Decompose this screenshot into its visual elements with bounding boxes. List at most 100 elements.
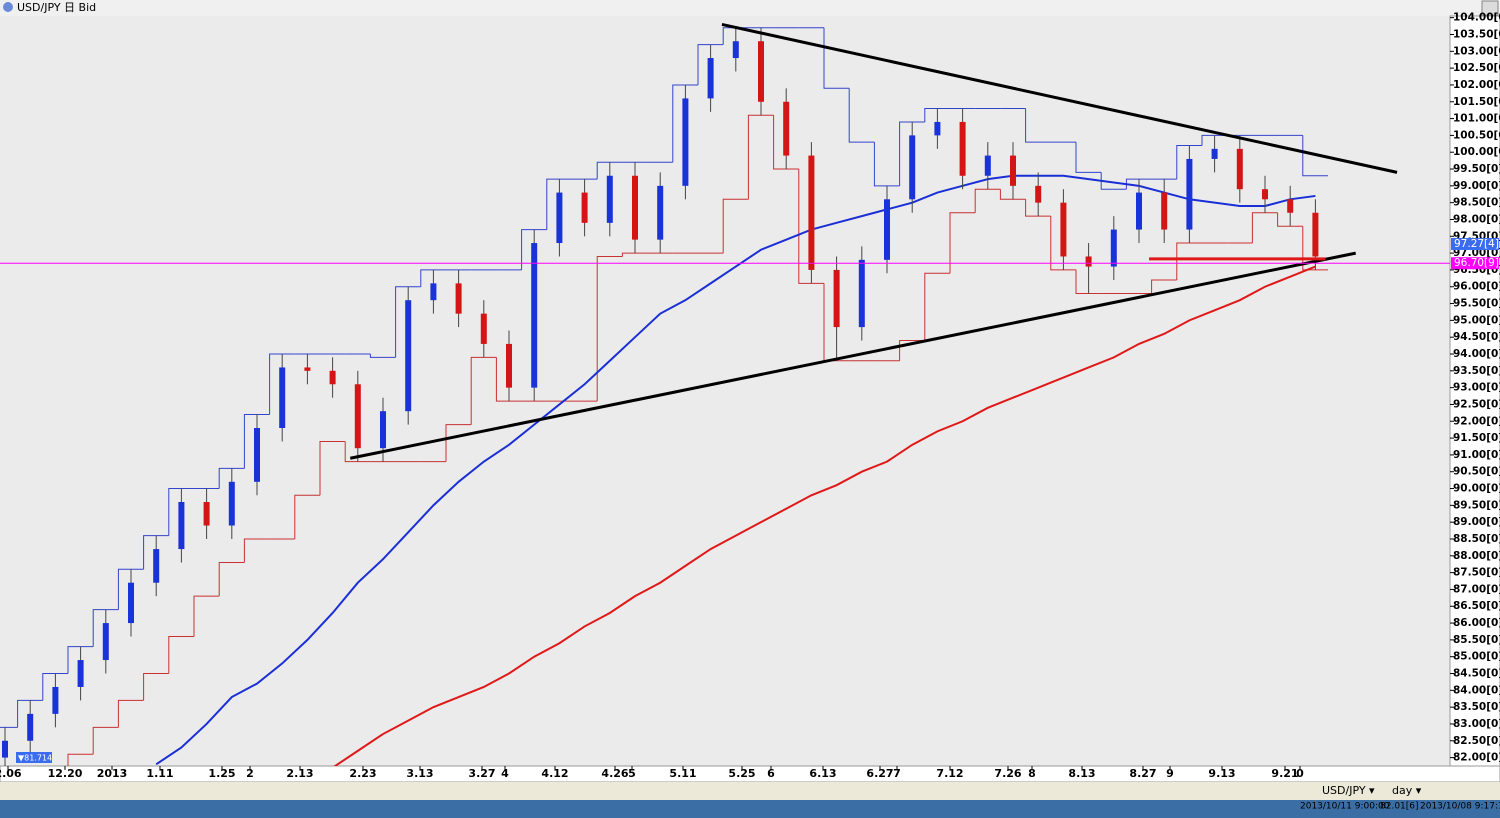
- x-tick-label: 2.23: [349, 767, 376, 780]
- channel-upper: [17, 699, 43, 728]
- channel-lower: [1025, 199, 1051, 217]
- candle-body: [455, 283, 462, 314]
- period-selector[interactable]: day ▾: [1392, 784, 1422, 797]
- x-tick-label: 4.12: [541, 767, 568, 780]
- candle-body: [707, 58, 714, 99]
- candle-body: [682, 98, 689, 186]
- x-tick-label: 9: [1166, 767, 1174, 780]
- y-tick-label: 98.50[0]: [1453, 197, 1500, 209]
- x-tick-label: 2: [246, 767, 254, 780]
- channel-upper: [546, 178, 572, 230]
- x-tick-label: 1.11: [146, 767, 173, 780]
- channel-upper: [143, 535, 169, 570]
- y-tick-label: 89.00[0]: [1453, 516, 1500, 528]
- candle-body: [1312, 212, 1319, 257]
- channel-upper: [42, 673, 68, 701]
- channel-upper: [92, 609, 119, 647]
- channel-lower: [319, 440, 346, 496]
- x-tick-label: 2.06: [0, 767, 22, 780]
- price-label: 97.27[4]: [1454, 238, 1499, 250]
- candle-body: [228, 481, 235, 526]
- x-tick-label: 0: [1296, 767, 1304, 780]
- candle-body: [329, 370, 336, 385]
- candle-body: [380, 411, 386, 449]
- channel-upper: [168, 488, 194, 536]
- candle-body: [102, 623, 109, 661]
- plot: [0, 22, 1398, 766]
- candle-body: [1035, 185, 1042, 203]
- y-tick-label: 92.50[0]: [1453, 398, 1500, 410]
- channel-lower: [621, 252, 648, 257]
- y-tick-label: 83.00[0]: [1453, 718, 1500, 730]
- candle-body: [632, 175, 638, 240]
- y-tick-label: 85.50[0]: [1453, 634, 1500, 646]
- y-tick-label: 98.00[0]: [1453, 213, 1500, 225]
- candle-body: [52, 686, 59, 714]
- y-tick-label: 89.50[0]: [1453, 499, 1500, 511]
- window-icon: [3, 2, 13, 12]
- x-tick-label: 4: [501, 767, 509, 780]
- channel-lower: [1277, 212, 1303, 227]
- candle-body: [178, 501, 185, 550]
- channel-lower: [1302, 226, 1328, 271]
- symbol-selector[interactable]: USD/JPY ▾: [1322, 784, 1375, 797]
- channel-lower: [722, 198, 749, 254]
- channel-lower: [974, 188, 1001, 213]
- channel-lower: [1251, 212, 1278, 244]
- x-tick-label: 1.25: [208, 767, 235, 780]
- y-tick-label: 90.00[0]: [1453, 483, 1500, 495]
- channel-upper: [369, 354, 396, 358]
- x-tick-label: 3.27: [468, 767, 495, 780]
- candle-body: [758, 41, 764, 102]
- channel-lower: [1151, 279, 1177, 294]
- close-button[interactable]: [1481, 0, 1499, 16]
- candle-body: [1236, 148, 1243, 190]
- channel-upper: [1201, 134, 1228, 146]
- x-tick-label: 5.11: [669, 767, 696, 780]
- x-tick-label: 8.13: [1068, 767, 1095, 780]
- candle-body: [279, 367, 286, 428]
- candle-body: [153, 549, 160, 583]
- channel-lower: [445, 424, 472, 462]
- channel-lower: [344, 441, 371, 463]
- candle-body: [2, 740, 8, 758]
- y-tick-label: 88.00[0]: [1453, 550, 1500, 562]
- trendline: [721, 22, 1398, 174]
- channel-lower: [67, 753, 94, 766]
- y-tick-label: 99.50[0]: [1453, 163, 1500, 175]
- channel-upper: [899, 121, 925, 186]
- candle-body: [506, 343, 512, 388]
- channel-upper: [269, 353, 295, 415]
- candle-body: [833, 269, 840, 328]
- candle-body: [984, 155, 991, 176]
- x-tick-label: 6: [767, 767, 775, 780]
- y-tick-label: 83.50[0]: [1453, 701, 1500, 713]
- y-tick-label: 102.00[0]: [1453, 79, 1500, 91]
- channel-lower: [470, 356, 497, 425]
- channel-lower: [143, 673, 169, 701]
- y-tick-label: 100.50[0]: [1453, 129, 1500, 141]
- channel-lower: [747, 114, 774, 200]
- y-tick-label: 104.00[0]: [1453, 12, 1500, 24]
- y-tick-label: 82.50[0]: [1453, 735, 1500, 747]
- x-tick-label: 5.25: [728, 767, 755, 780]
- candle-body: [606, 175, 613, 223]
- y-tick-label: 102.50[0]: [1453, 62, 1500, 74]
- candle-body: [884, 199, 890, 260]
- channel-upper: [395, 286, 421, 358]
- channel-upper: [420, 269, 446, 287]
- channel-lower: [773, 115, 799, 170]
- x-tick-label: 3.13: [406, 767, 433, 780]
- y-tick-label: 94.50[0]: [1453, 331, 1500, 343]
- y-tick-label: 86.00[0]: [1453, 617, 1500, 629]
- x-tick-label: 8.27: [1129, 767, 1156, 780]
- candle-body: [858, 259, 865, 328]
- channel-upper: [1075, 142, 1102, 173]
- y-tick-label: 93.00[0]: [1453, 382, 1500, 394]
- candle-body: [405, 300, 412, 412]
- channel-lower: [92, 726, 119, 755]
- candle-body: [657, 185, 664, 240]
- y-tick-label: 88.50[0]: [1453, 533, 1500, 545]
- candle-body: [909, 135, 916, 200]
